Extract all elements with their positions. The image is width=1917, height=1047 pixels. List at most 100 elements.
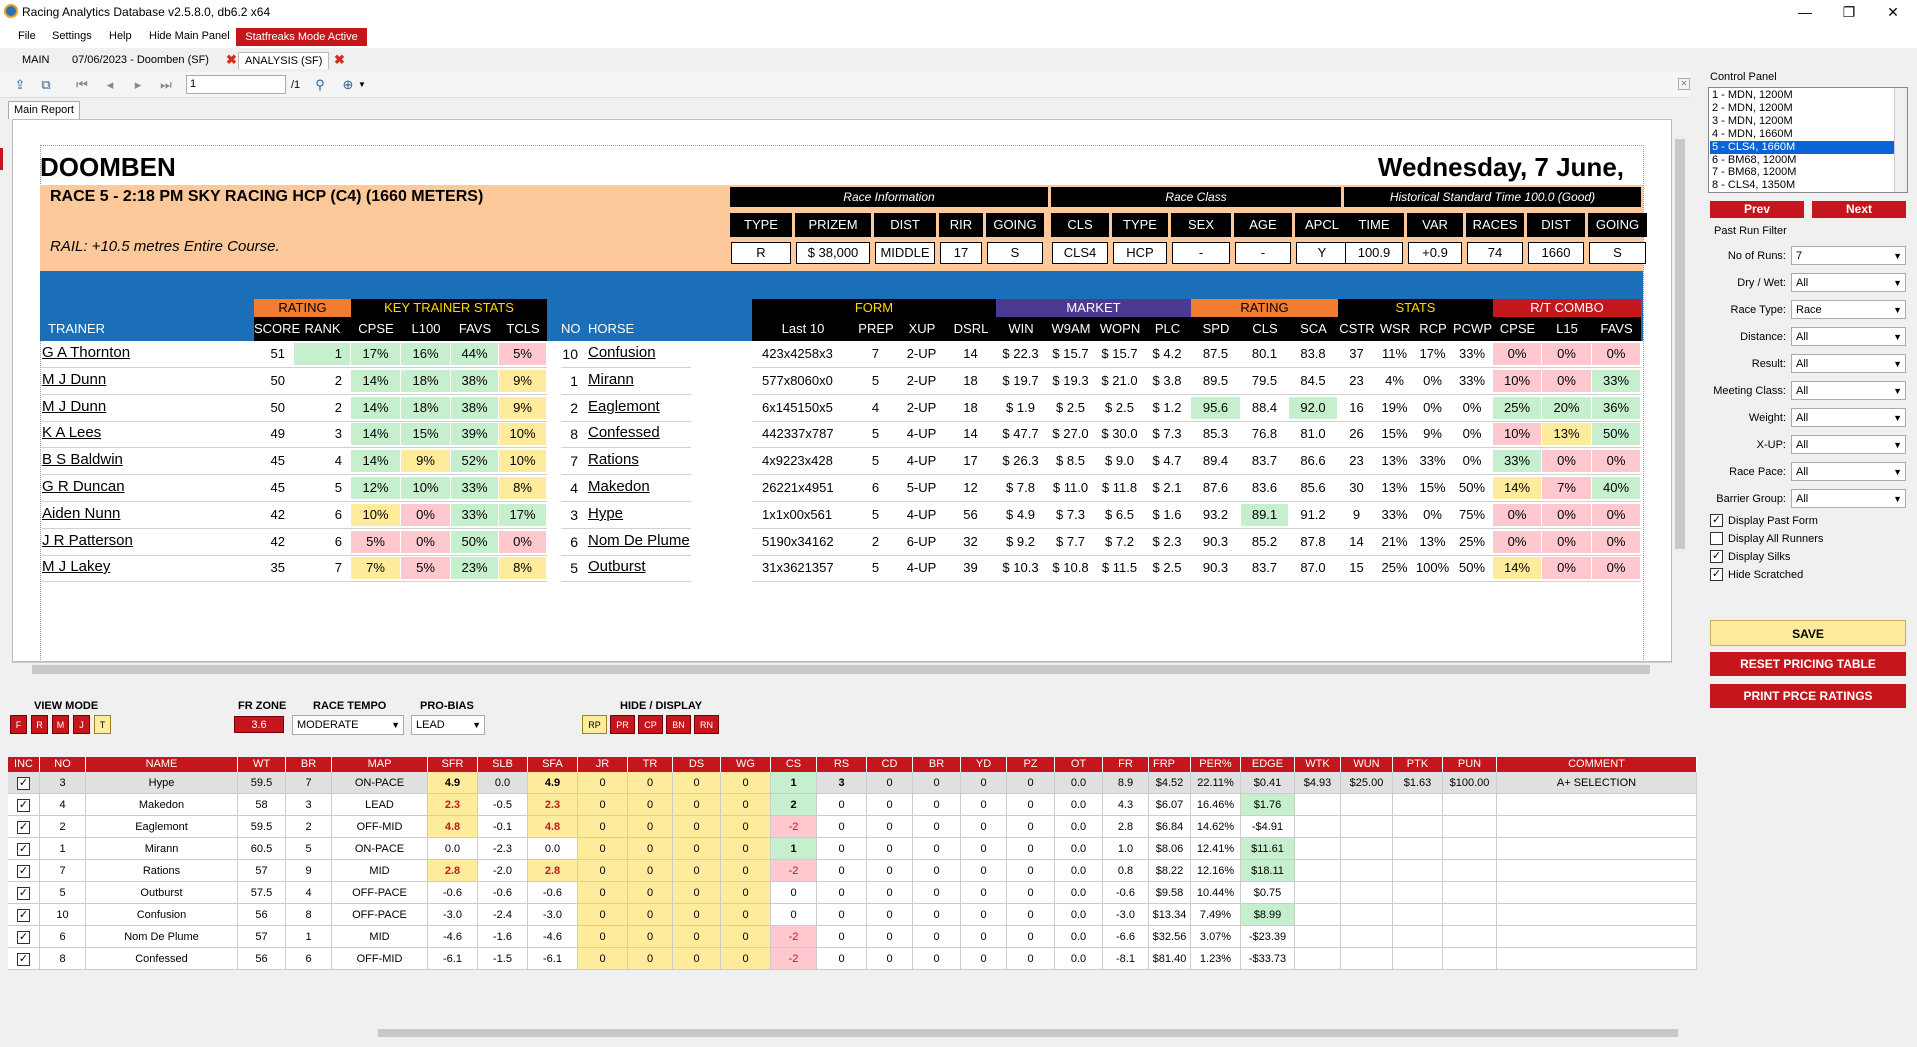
pricing-cell-name[interactable]: Outburst [86,882,238,904]
checkbox-icon[interactable]: ✓ [17,864,30,878]
checkbox-icon[interactable]: ✓ [1710,550,1723,563]
filter-select[interactable]: All ▼ [1791,435,1906,454]
pricing-col-header-jr[interactable]: JR [578,757,628,772]
pricing-col-header-fr[interactable]: FR [1103,757,1149,772]
race-list-item[interactable]: 4 - MDN, 1660M [1712,127,1793,140]
hide-display-button-pr[interactable]: PR [610,715,635,734]
pricing-col-header-pz[interactable]: PZ [1007,757,1055,772]
pricing-col-header-wt[interactable]: WT [238,757,286,772]
pro-bias-select[interactable]: LEAD ▼ [411,715,485,735]
last-page-icon[interactable]: ⏭ [160,77,172,92]
menu-hide-main-panel[interactable]: Hide Main Panel [149,30,230,42]
race-list[interactable]: 1 - MDN, 1200M 2 - MDN, 1200M 3 - MDN, 120… [1708,87,1908,193]
pricing-cell-name[interactable]: Hype [86,772,238,794]
find-icon[interactable]: ⚲ [315,77,325,92]
pricing-col-header-map[interactable]: MAP [332,757,428,772]
tab-doomben[interactable]: 07/06/2023 - Doomben (SF) [72,54,209,66]
include-checkbox[interactable]: ✓ [8,816,40,838]
pricing-cell-name[interactable]: Confusion [86,904,238,926]
pricing-col-header-ds[interactable]: DS [673,757,721,772]
trainer-link[interactable]: M J Dunn [42,371,107,388]
checkbox-icon[interactable]: ✓ [1710,568,1723,581]
horse-link[interactable]: Confessed [588,424,660,441]
checkbox-icon[interactable]: ✓ [17,886,30,900]
hide-display-button-rp[interactable]: RP [582,715,607,734]
include-checkbox[interactable]: ✓ [8,926,40,948]
save-button[interactable]: SAVE [1710,620,1906,646]
checkbox-icon[interactable]: ✓ [17,930,30,944]
filter-select[interactable]: All ▼ [1791,354,1906,373]
pricing-cell-name[interactable]: Rations [86,860,238,882]
trainer-link[interactable]: B S Baldwin [42,451,123,468]
pricing-col-header-yd[interactable]: YD [961,757,1007,772]
trainer-link[interactable]: M J Lakey [42,558,111,575]
hide-display-button-cp[interactable]: CP [638,715,663,734]
view-mode-button-f[interactable]: F [10,715,27,734]
pricing-col-header-name[interactable]: NAME [86,757,238,772]
trainer-link[interactable]: J R Patterson [42,532,133,549]
prev-page-icon[interactable]: ◂ [106,77,114,92]
pricing-col-header-comment[interactable]: COMMENT [1497,757,1697,772]
pricing-cell-name[interactable]: Nom De Plume [86,926,238,948]
maximize-icon[interactable]: ❐ [1842,4,1856,20]
horse-link[interactable]: Confusion [588,344,656,361]
pricing-col-header-pun[interactable]: PUN [1443,757,1497,772]
horse-link[interactable]: Eaglemont [588,398,660,415]
view-mode-button-j[interactable]: J [73,715,90,734]
report-vertical-scrollbar[interactable] [1672,119,1688,676]
race-list-item[interactable]: 8 - CLS4, 1350M [1712,179,1796,192]
scroll-thumb[interactable] [378,1029,1678,1037]
horse-link[interactable]: Rations [588,451,639,468]
tab-close-icon[interactable]: ✖ [226,52,237,67]
tab-analysis[interactable]: ANALYSIS (SF) [238,52,330,69]
pricing-col-header-sfa[interactable]: SFA [528,757,578,772]
page-number-input[interactable]: 1 [186,75,286,94]
checkbox-icon[interactable]: ✓ [1710,532,1723,545]
filter-select[interactable]: All ▼ [1791,273,1906,292]
next-race-button[interactable]: Next [1812,201,1906,218]
checkbox-icon[interactable]: ✓ [17,798,30,812]
pricing-cell-name[interactable]: Mirann [86,838,238,860]
pricing-cell-name[interactable]: Eaglemont [86,816,238,838]
pricing-col-header-inc[interactable]: INC [8,757,40,772]
copy-icon[interactable]: ⧉ [41,77,51,92]
next-page-icon[interactable]: ▸ [134,77,142,92]
report-horizontal-scrollbar[interactable] [12,662,1672,676]
race-tempo-select[interactable]: MODERATE ▼ [292,715,404,735]
include-checkbox[interactable]: ✓ [8,794,40,816]
horse-link[interactable]: Makedon [588,478,650,495]
pricing-col-header-rs[interactable]: RS [817,757,867,772]
checkbox-icon[interactable]: ✓ [17,842,30,856]
include-checkbox[interactable]: ✓ [8,904,40,926]
hide-display-button-bn[interactable]: BN [666,715,691,734]
prev-race-button[interactable]: Prev [1710,201,1804,218]
include-checkbox[interactable]: ✓ [8,882,40,904]
pricing-col-header-wun[interactable]: WUN [1341,757,1393,772]
pricing-col-header-tr[interactable]: TR [628,757,673,772]
pricing-col-header-wg[interactable]: WG [721,757,771,772]
trainer-link[interactable]: M J Dunn [42,398,107,415]
pricing-col-header-br2[interactable]: BR [913,757,961,772]
hide-display-button-rn[interactable]: RN [694,715,719,734]
filter-select[interactable]: All ▼ [1791,327,1906,346]
trainer-link[interactable]: Aiden Nunn [42,505,121,522]
pricing-col-header-ptk[interactable]: PTK [1393,757,1443,772]
filter-select[interactable]: All ▼ [1791,408,1906,427]
race-list-item[interactable]: 7 - BM68, 1200M [1712,166,1797,179]
scroll-thumb[interactable] [1675,139,1685,549]
menu-file[interactable]: File [18,30,36,42]
trainer-link[interactable]: G R Duncan [42,478,125,495]
race-list-scrollbar[interactable] [1894,88,1907,192]
checkbox-icon[interactable]: ✓ [17,776,30,790]
trainer-link[interactable]: G A Thornton [42,344,131,361]
pricing-col-header-slb[interactable]: SLB [478,757,528,772]
checkbox-icon[interactable]: ✓ [17,820,30,834]
include-checkbox[interactable]: ✓ [8,772,40,794]
tab-close-icon[interactable]: ✖ [334,52,345,67]
checkbox-icon[interactable]: ✓ [17,952,30,966]
horse-link[interactable]: Mirann [588,371,634,388]
pricing-cell-name[interactable]: Confessed [86,948,238,970]
include-checkbox[interactable]: ✓ [8,948,40,970]
filter-select[interactable]: 7 ▼ [1791,246,1906,265]
pricing-cell-name[interactable]: Makedon [86,794,238,816]
